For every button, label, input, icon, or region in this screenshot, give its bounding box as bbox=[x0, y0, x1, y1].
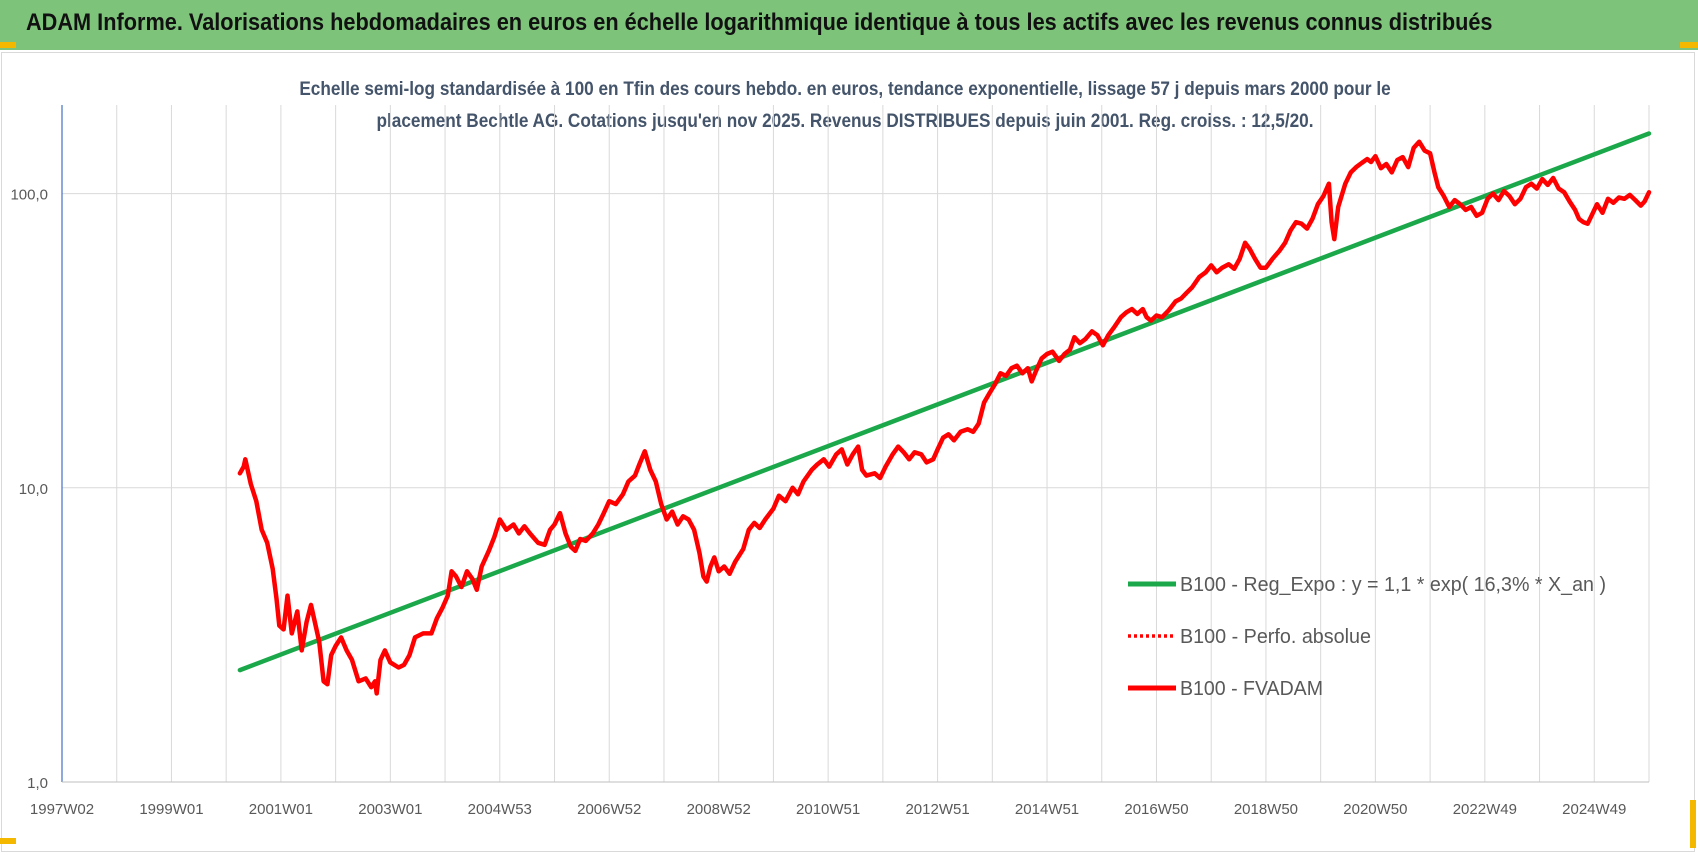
x-tick-label: 2003W01 bbox=[358, 801, 422, 818]
chart-frame bbox=[1, 52, 1695, 852]
chart-title-line-1: Echelle semi-log standardisée à 100 en T… bbox=[299, 79, 1391, 100]
series-line-2 bbox=[237, 139, 1652, 696]
y-tick-label: 10,0 bbox=[19, 481, 48, 498]
x-tick-label: 1997W02 bbox=[30, 801, 94, 818]
x-tick-label: 2008W52 bbox=[687, 801, 751, 818]
title-banner: ADAM Informe. Valorisations hebdomadaire… bbox=[0, 0, 1698, 50]
legend-label: B100 - FVADAM bbox=[1180, 678, 1323, 700]
x-tick-label: 2020W50 bbox=[1343, 801, 1407, 818]
corner-marker-top-left bbox=[0, 42, 16, 48]
banner-title: ADAM Informe. Valorisations hebdomadaire… bbox=[26, 9, 1493, 36]
x-tick-label: 2010W51 bbox=[796, 801, 860, 818]
legend-label: B100 - Reg_Expo : y = 1,1 * exp( 16,3% *… bbox=[1180, 574, 1606, 596]
x-tick-label: 2018W50 bbox=[1234, 801, 1298, 818]
x-tick-label: 2001W01 bbox=[249, 801, 313, 818]
corner-marker-top-right bbox=[1680, 42, 1698, 48]
x-tick-label: 1999W01 bbox=[139, 801, 203, 818]
x-tick-label: 2012W51 bbox=[905, 801, 969, 818]
x-tick-label: 2022W49 bbox=[1453, 801, 1517, 818]
x-tick-label: 2016W50 bbox=[1124, 801, 1188, 818]
chart-title-line-2: placement Bechtle AG. Cotations jusqu'en… bbox=[376, 111, 1314, 132]
x-tick-label: 2006W52 bbox=[577, 801, 641, 818]
x-tick-label: 2024W49 bbox=[1562, 801, 1626, 818]
x-tick-label: 2014W51 bbox=[1015, 801, 1079, 818]
corner-marker-bottom-right bbox=[1690, 800, 1696, 848]
legend-label: B100 - Perfo. absolue bbox=[1180, 626, 1371, 648]
x-tick-label: 2004W53 bbox=[468, 801, 532, 818]
corner-marker-bottom-left bbox=[0, 838, 16, 844]
y-tick-label: 100,0 bbox=[10, 187, 48, 204]
y-tick-label: 1,0 bbox=[27, 775, 48, 792]
